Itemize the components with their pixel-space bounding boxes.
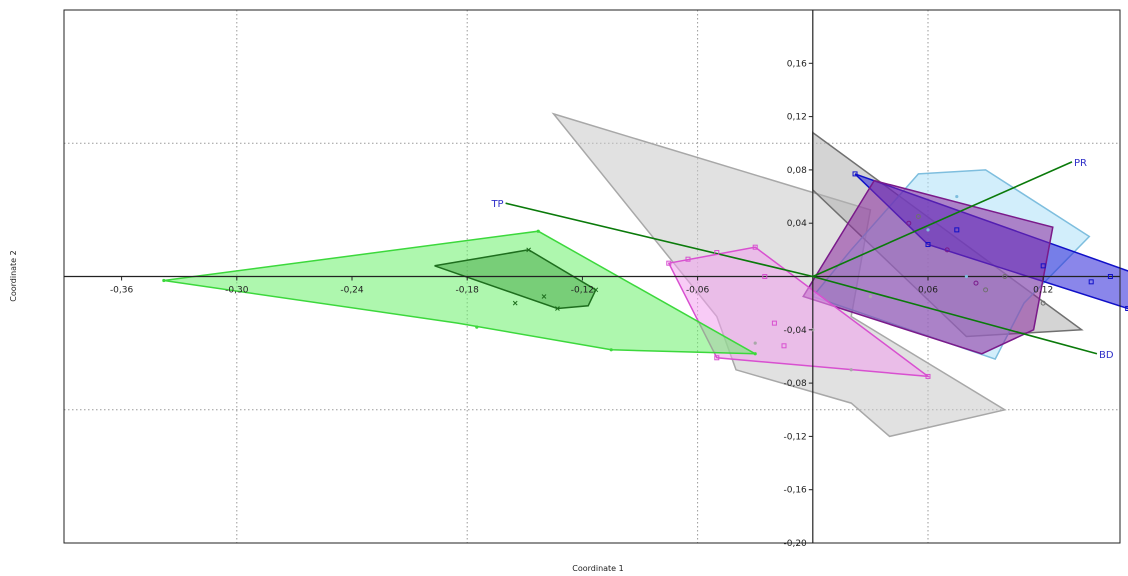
x-tick-label: 0,12 (1033, 286, 1053, 296)
y-tick-label: 0,08 (787, 166, 807, 176)
y-tick-label: 0,04 (787, 219, 807, 229)
data-point (915, 214, 921, 220)
group-hulls (163, 112, 1128, 438)
data-point (1002, 274, 1008, 279)
loading-vector (505, 202, 813, 278)
data-point (852, 171, 858, 177)
x-tick-label: -0,24 (340, 286, 364, 296)
data-point (762, 274, 768, 279)
vector-label: PR (1074, 158, 1087, 169)
y-tick-label: -0,16 (784, 486, 808, 496)
loading-vector (812, 275, 1098, 355)
data-point (1040, 300, 1046, 306)
data-point (944, 247, 950, 253)
x-axis-title: Coordinate 1 (572, 564, 624, 573)
data-point (983, 287, 989, 293)
group-hull (163, 230, 756, 355)
data-point (536, 229, 540, 233)
data-point (868, 294, 873, 299)
y-tick-label: -0,12 (784, 432, 807, 442)
data-point (964, 274, 969, 279)
data-point (526, 247, 531, 253)
data-point (926, 228, 930, 232)
group-hull (434, 249, 597, 310)
data-point (714, 250, 720, 256)
data-point (555, 306, 560, 311)
data-point (906, 220, 912, 226)
data-point (1107, 274, 1113, 279)
data-point (475, 325, 479, 329)
data-point (811, 328, 815, 332)
data-point (714, 355, 720, 361)
loading-vectors: PR TP BD (490, 158, 1113, 361)
data-point (753, 341, 757, 345)
data-point (1088, 279, 1094, 285)
data-point (752, 244, 758, 250)
x-tick-label: -0,12 (571, 286, 594, 296)
plot-frame (63, 9, 1121, 544)
zero-axes (64, 10, 1120, 543)
data-point (541, 294, 547, 299)
x-tick-label: -0,36 (110, 286, 134, 296)
y-tick-label: 0,12 (787, 113, 807, 123)
vector-label: TP (490, 199, 503, 210)
data-point (753, 352, 757, 356)
x-tick-label: 0,06 (918, 286, 938, 296)
x-tick-label: -0,18 (456, 286, 480, 296)
data-point (954, 227, 960, 233)
data-point (609, 348, 613, 352)
x-tick-label: -0,30 (225, 286, 249, 296)
loading-vector (812, 161, 1073, 278)
y-axis-title: Coordinate 2 (9, 250, 18, 302)
data-point (781, 343, 787, 349)
vector-label: BD (1099, 350, 1114, 361)
x-tick-label: -0,06 (686, 286, 710, 296)
data-point (162, 278, 166, 283)
y-tick-label: -0,20 (784, 539, 808, 549)
data-point (771, 320, 777, 326)
data-point (512, 300, 518, 306)
data-point (955, 194, 959, 199)
y-tick-label: -0,08 (784, 379, 808, 389)
data-point (593, 287, 599, 293)
data-points (162, 171, 1128, 379)
data-point (925, 373, 931, 379)
y-tick-label: 0,16 (787, 59, 807, 69)
data-point (685, 256, 691, 262)
data-point (1040, 263, 1046, 269)
data-point (666, 260, 672, 266)
data-point (925, 242, 931, 248)
data-point (849, 368, 853, 372)
data-point (973, 280, 979, 286)
tick-labels: -0,36 -0,30 -0,24 -0,18 -0,12 -0,06 0,06 0,12 0,… (110, 59, 1053, 549)
y-tick-label: -0,04 (784, 326, 808, 336)
